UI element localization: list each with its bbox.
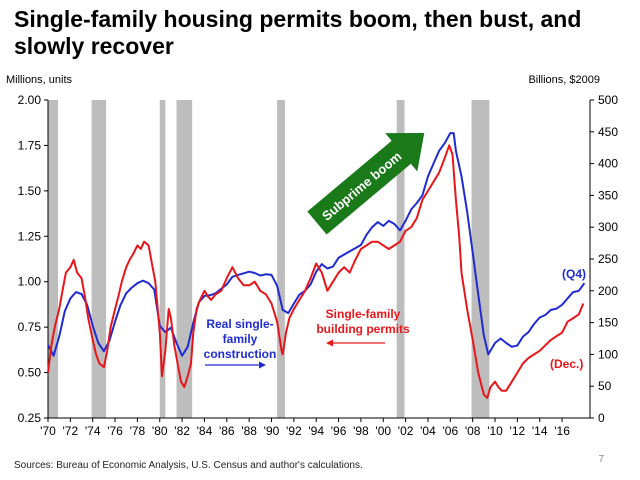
- recession-bar-5: [396, 100, 405, 418]
- left-tick-label: 1.00: [18, 275, 42, 289]
- x-tick-label: '04: [420, 424, 436, 438]
- x-tick-label: '90: [264, 424, 280, 438]
- recession-bar-0: [48, 100, 59, 418]
- x-tick-label: '86: [219, 424, 235, 438]
- housing-permits-chart: 0.25 0.50 0.75 1.00 1.25 1.50 1.75 2.00 0 50 100 15…: [18, 93, 619, 438]
- page-number: 7: [598, 454, 604, 465]
- right-tick-label: 200: [598, 284, 618, 298]
- right-tick-label: 250: [598, 252, 618, 266]
- right-tick-label: 150: [598, 316, 618, 330]
- right-tick-label: 0: [598, 411, 605, 425]
- arrow-shape: [307, 133, 425, 235]
- dec-label: (Dec.): [550, 357, 583, 371]
- x-tick-label: '76: [107, 424, 123, 438]
- right-axis-unit-label: Billions, $2009: [528, 74, 600, 86]
- subprime-boom-arrow: Subprime boom: [307, 133, 425, 235]
- x-tick-label: '14: [532, 424, 548, 438]
- left-tick-label: 0.25: [18, 411, 42, 425]
- recession-bar-3: [176, 100, 193, 418]
- left-tick-label: 1.75: [18, 138, 42, 152]
- series-line-permits: [47, 144, 585, 399]
- left-tick-label: 1.25: [18, 229, 42, 243]
- page-title: Single-family housing permits boom, then…: [14, 6, 582, 59]
- left-tick-label: 0.75: [18, 320, 42, 334]
- left-axis-unit-label: Millions, units: [6, 74, 73, 86]
- q4-label: (Q4): [562, 267, 586, 281]
- x-tick-label: '96: [331, 424, 347, 438]
- right-tick-label: 350: [598, 188, 618, 202]
- construction-label-line-2: construction: [204, 347, 277, 361]
- x-tick-label: '92: [286, 424, 302, 438]
- x-tick-label: '88: [241, 424, 257, 438]
- x-tick-label: '08: [465, 424, 481, 438]
- x-tick-label: '84: [197, 424, 213, 438]
- permits-label-line-1: building permits: [316, 322, 410, 336]
- permits-pointer-head: [326, 339, 333, 347]
- x-tick-label: '80: [152, 424, 168, 438]
- permits-label-line-0: Single-family: [326, 307, 401, 321]
- source-note: Sources: Bureau of Economic Analysis, U.…: [14, 460, 363, 471]
- right-tick-label: 500: [598, 93, 618, 107]
- arrow-label: Subprime boom: [319, 149, 404, 224]
- x-tick-label: '82: [174, 424, 190, 438]
- right-tick-label: 400: [598, 157, 618, 171]
- x-tick-label: '00: [375, 424, 391, 438]
- right-tick-label: 100: [598, 347, 618, 361]
- x-tick-label: '70: [40, 424, 56, 438]
- x-tick-label: '98: [353, 424, 369, 438]
- x-tick-label: '02: [398, 424, 414, 438]
- x-tick-label: '78: [130, 424, 146, 438]
- right-tick-label: 450: [598, 125, 618, 139]
- left-tick-label: 0.50: [18, 366, 42, 380]
- x-tick-label: '10: [487, 424, 503, 438]
- recession-bar-2: [159, 100, 166, 418]
- x-tick-label: '72: [63, 424, 79, 438]
- left-tick-label: 2.00: [18, 93, 42, 107]
- construction-label-line-1: family: [223, 332, 258, 346]
- recession-bar-4: [277, 100, 285, 418]
- x-tick-label: '94: [308, 424, 324, 438]
- x-tick-label: '74: [85, 424, 101, 438]
- construction-pointer-head: [259, 361, 266, 369]
- left-tick-label: 1.50: [18, 184, 42, 198]
- x-tick-label: '12: [510, 424, 526, 438]
- right-tick-label: 300: [598, 220, 618, 234]
- construction-label-line-0: Real single-: [206, 317, 273, 331]
- right-tick-label: 50: [598, 379, 612, 393]
- series-line-construction: [47, 132, 586, 357]
- recession-bar-1: [91, 100, 107, 418]
- x-tick-label: '06: [442, 424, 458, 438]
- x-tick-label: '16: [554, 424, 570, 438]
